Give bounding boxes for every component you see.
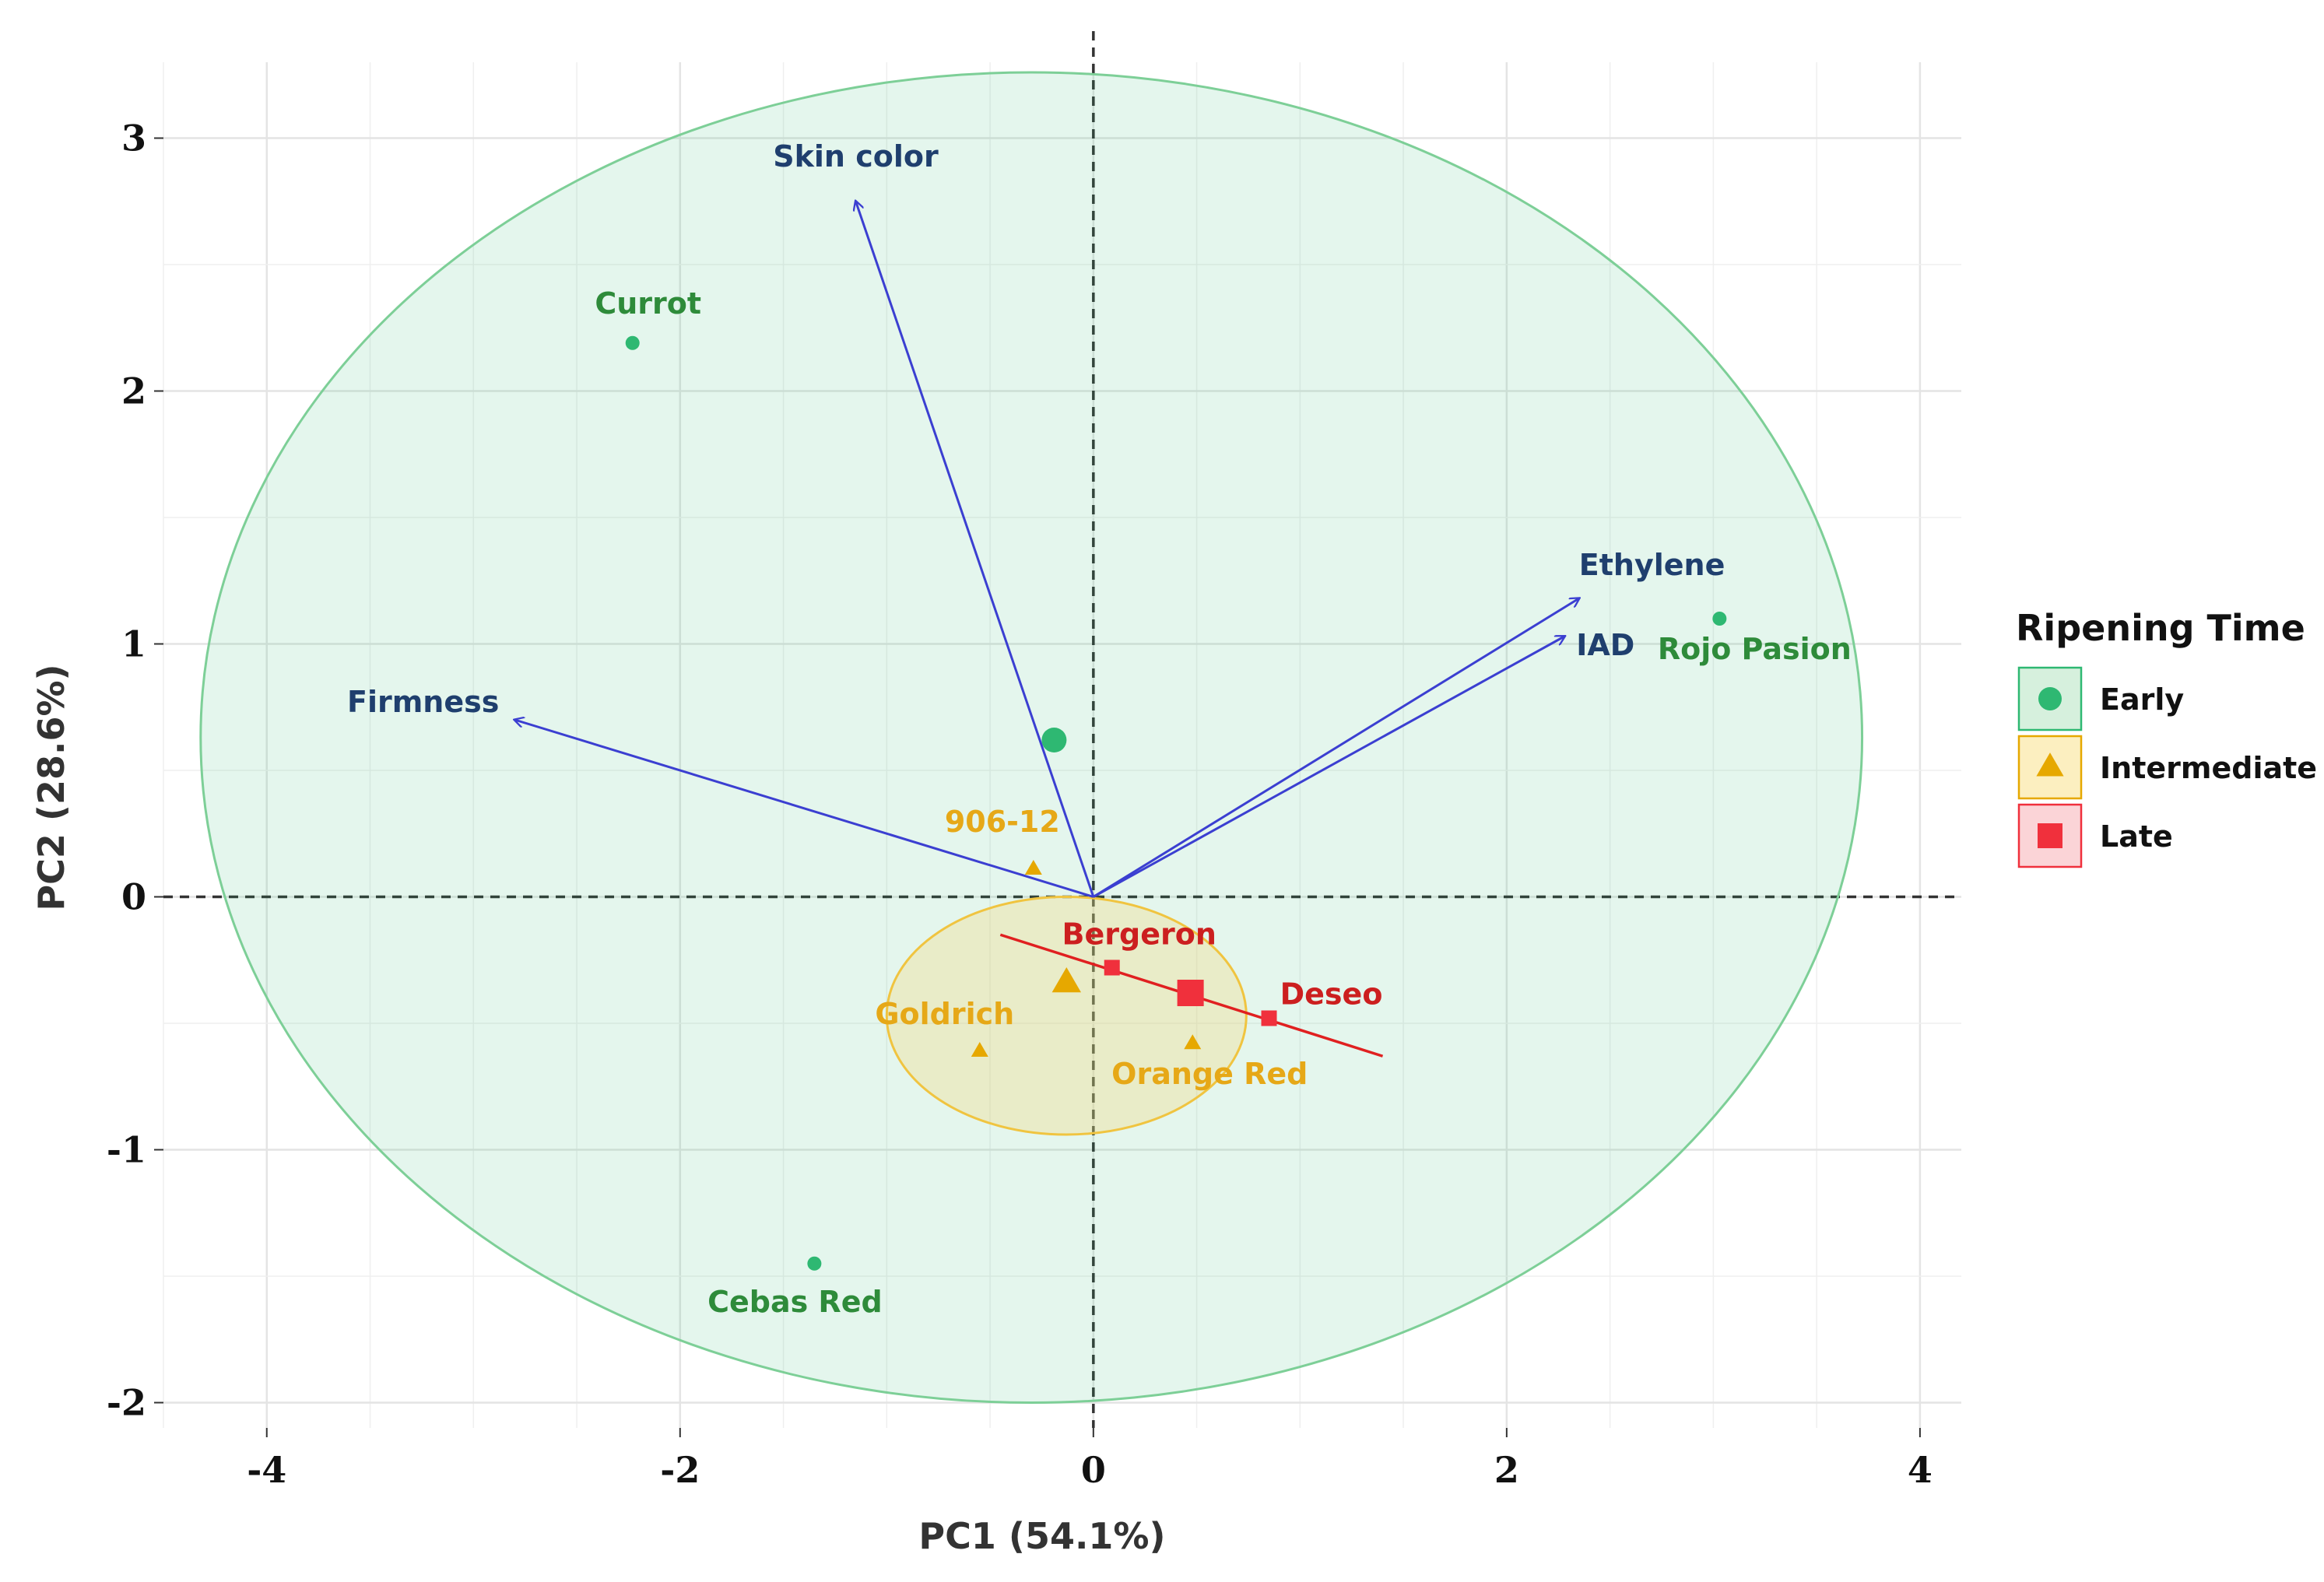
y-tick-label: -1	[107, 1129, 146, 1171]
data-point	[1104, 959, 1120, 976]
data-point	[625, 335, 640, 350]
x-tick-label: 2	[1494, 1449, 1519, 1491]
axis-ticks: -4 -2 0 2 4 -2 -1 0 1 2 3	[107, 118, 1933, 1492]
point-label: Orange Red	[1111, 1057, 1308, 1091]
legend: Ripening Time Early Intermediate Late	[2016, 607, 2317, 868]
point-label: Currot	[595, 286, 701, 321]
data-point	[1712, 612, 1727, 626]
x-tick-label: -4	[247, 1449, 286, 1491]
confidence-ellipses	[199, 71, 1864, 1404]
loading-label: IAD	[1576, 628, 1634, 662]
point-label: Bergeron	[1062, 917, 1216, 952]
x-axis-title: PC1 (54.1%)	[918, 1515, 1165, 1557]
loading-arrow	[514, 720, 1094, 898]
data-point	[1184, 1034, 1202, 1050]
legend-label: Early	[2100, 682, 2184, 717]
point-label: 906-12	[945, 805, 1060, 839]
legend-marker	[2038, 687, 2062, 710]
observation-points	[625, 335, 1727, 1271]
x-tick-label: 0	[1081, 1449, 1106, 1491]
loading-label: Firmness	[347, 685, 499, 719]
y-tick-label: 2	[121, 370, 146, 412]
legend-item: Late	[2017, 803, 2173, 868]
data-point	[807, 1256, 822, 1271]
data-point	[1261, 1010, 1277, 1026]
y-tick-label: -2	[107, 1382, 146, 1424]
legend-marker	[2036, 752, 2064, 777]
legend-label: Late	[2100, 819, 2173, 854]
group-centroid	[1041, 728, 1067, 752]
y-tick-label: 0	[121, 876, 146, 918]
x-tick-label: -2	[660, 1449, 700, 1491]
group-centroid	[1177, 980, 1204, 1006]
data-point	[1024, 859, 1042, 875]
y-axis-title: PC2 (28.6%)	[30, 664, 72, 910]
point-label: Deseo	[1280, 977, 1383, 1012]
legend-item: Early	[2017, 666, 2184, 731]
x-tick-label: 4	[1908, 1449, 1933, 1491]
ellipse-early	[199, 71, 1864, 1404]
y-tick-label: 3	[121, 118, 146, 160]
point-labels: Currot Rojo Pasion Cebas Red 906-12 Goldrich…	[595, 286, 1851, 1319]
point-label: Rojo Pasion	[1658, 632, 1852, 666]
data-point	[971, 1041, 988, 1057]
loading-arrow	[1093, 637, 1564, 898]
point-label: Goldrich	[875, 997, 1014, 1031]
loading-arrow	[855, 202, 1095, 897]
legend-marker	[2038, 823, 2062, 848]
legend-label: Intermediate	[2100, 751, 2317, 785]
loading-vectors: Skin color Firmness Ethylene IAD	[347, 139, 1725, 898]
ellipse-intermediate	[885, 896, 1248, 1136]
grid	[163, 62, 1961, 1428]
group-centroid	[1051, 966, 1082, 993]
y-tick-label: 1	[121, 623, 146, 665]
loading-label: Ethylene	[1579, 548, 1725, 582]
loading-label: Skin color	[773, 139, 939, 174]
legend-title: Ripening Time	[2016, 607, 2305, 649]
point-label: Cebas Red	[707, 1285, 883, 1319]
loading-arrow	[1093, 598, 1579, 898]
legend-item: Intermediate	[2017, 735, 2317, 800]
